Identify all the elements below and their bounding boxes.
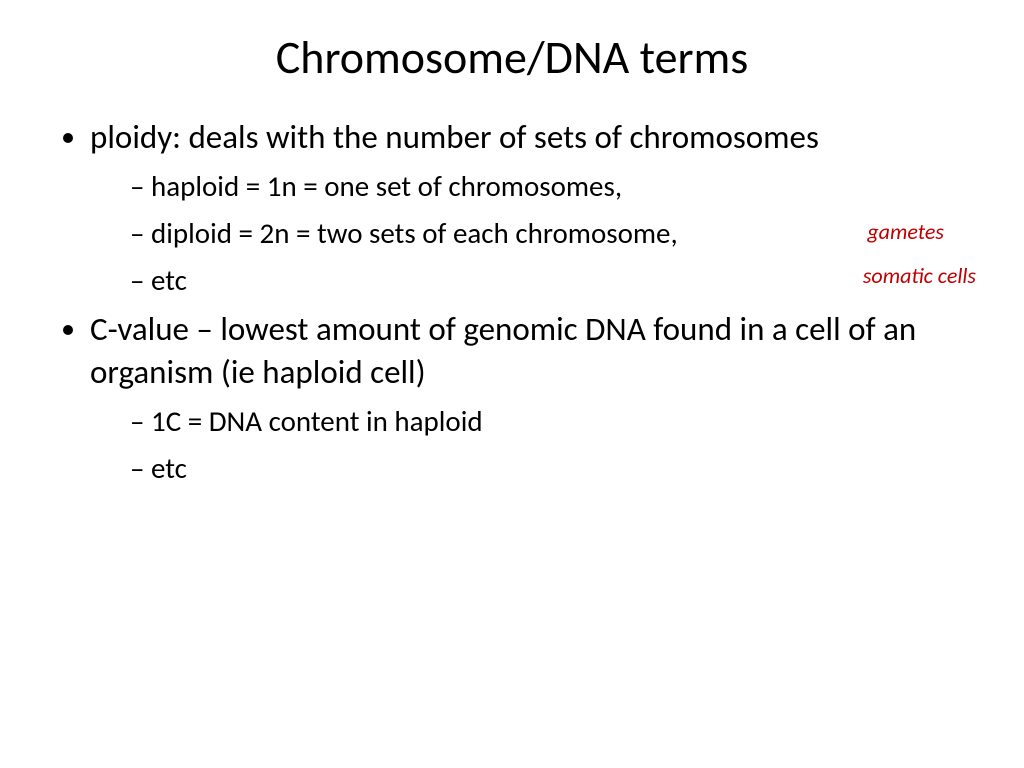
subbullet-diploid: diploid = 2n = two sets of each chromoso…: [130, 214, 974, 253]
slide-title: Chromosome/DNA terms: [50, 30, 974, 86]
subbullet-1c: 1C = DNA content in haploid: [130, 402, 974, 441]
bullet-cvalue-text: C-value – lowest amount of genomic DNA f…: [90, 309, 916, 392]
bullet-ploidy-sublist: haploid = 1n = one set of chromosomes, d…: [130, 167, 974, 300]
bullet-ploidy: ploidy: deals with the number of sets of…: [90, 116, 974, 300]
subbullet-etc2: etc: [130, 449, 974, 488]
bullet-list-level1: ploidy: deals with the number of sets of…: [90, 116, 974, 488]
bullet-ploidy-text: ploidy: deals with the number of sets of…: [90, 117, 819, 157]
subbullet-etc1: etc: [130, 261, 974, 300]
bullet-cvalue: C-value – lowest amount of genomic DNA f…: [90, 308, 974, 488]
subbullet-haploid: haploid = 1n = one set of chromosomes,: [130, 167, 974, 206]
annotation-somatic: somatic cells: [863, 262, 976, 289]
annotation-gametes: gametes: [867, 218, 944, 245]
bullet-cvalue-sublist: 1C = DNA content in haploid etc: [130, 402, 974, 488]
